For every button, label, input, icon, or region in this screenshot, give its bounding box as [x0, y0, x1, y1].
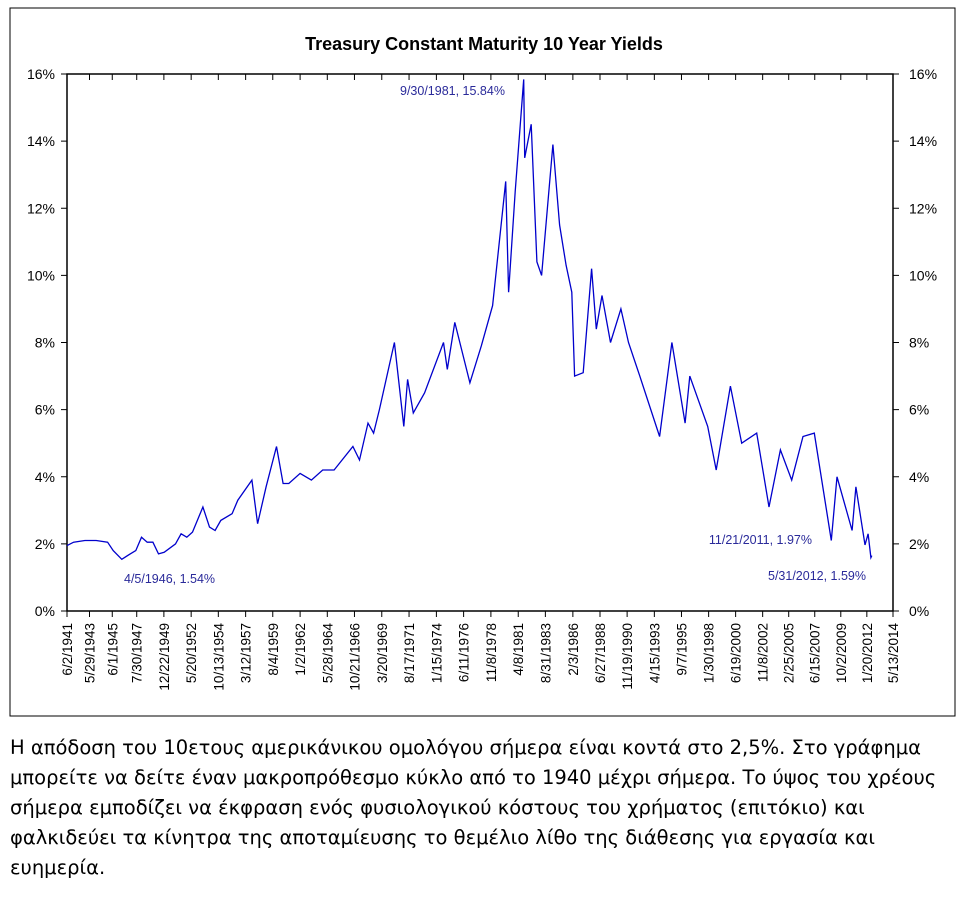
x-tick-label: 3/12/1957 — [239, 623, 254, 683]
caption-line: σήμερα εμποδίζει να έκφραση ενός φυσιολο… — [10, 796, 865, 819]
y2-tick-label: 14% — [909, 133, 937, 149]
y-tick-label: 12% — [27, 200, 55, 216]
caption-line: Η απόδοση του 10ετους αμερικάνικου ομολό… — [10, 736, 921, 759]
caption-line: ευημερία. — [10, 856, 106, 879]
x-tick-label: 8/4/1959 — [266, 623, 281, 676]
caption: Η απόδοση του 10ετους αμερικάνικου ομολό… — [10, 733, 960, 883]
x-tick-label: 10/21/1966 — [347, 623, 362, 691]
x-tick-label: 10/2/2009 — [834, 623, 849, 683]
annotation: 11/21/2011, 1.97% — [709, 533, 812, 547]
caption-line: φαλκιδεύει τα κίνητρα της αποταμίευσης τ… — [10, 826, 875, 849]
x-tick-label: 1/2/1962 — [293, 623, 308, 676]
y2-tick-label: 10% — [909, 267, 937, 283]
caption-line: μπορείτε να δείτε έναν μακροπρόθεσμο κύκ… — [10, 766, 937, 789]
y-tick-label: 16% — [27, 66, 55, 82]
x-tick-label: 6/27/1988 — [593, 623, 608, 683]
x-tick-label: 4/15/1993 — [647, 623, 662, 683]
y-tick-label: 8% — [35, 335, 55, 351]
x-tick-label: 6/19/2000 — [729, 623, 744, 683]
annotation: 4/5/1946, 1.54% — [124, 572, 215, 586]
x-tick-label: 11/8/1978 — [484, 623, 499, 682]
x-tick-label: 10/13/1954 — [211, 623, 226, 691]
y-tick-label: 6% — [35, 402, 55, 418]
y-tick-label: 2% — [35, 536, 55, 552]
x-tick-label: 5/29/1943 — [83, 623, 98, 683]
y2-tick-label: 0% — [909, 603, 929, 619]
x-tick-label: 6/11/1976 — [457, 623, 472, 682]
x-tick-label: 11/19/1990 — [620, 623, 635, 690]
x-tick-label: 6/1/1945 — [105, 623, 120, 676]
y2-tick-label: 6% — [909, 402, 929, 418]
x-tick-label: 8/31/1983 — [538, 623, 553, 683]
y2-tick-label: 8% — [909, 335, 929, 351]
x-tick-label: 12/22/1949 — [157, 623, 172, 691]
x-tick-label: 9/7/1995 — [674, 623, 689, 676]
annotation: 5/31/2012, 1.59% — [768, 569, 866, 583]
x-tick-label: 1/30/1998 — [702, 623, 717, 683]
annotation: 9/30/1981, 15.84% — [400, 84, 505, 98]
chart-frame — [9, 7, 956, 717]
y2-tick-label: 12% — [909, 200, 937, 216]
y2-tick-label: 4% — [909, 469, 929, 485]
x-tick-label: 6/15/2007 — [808, 623, 823, 683]
y-tick-label: 14% — [27, 133, 55, 149]
x-tick-label: 7/30/1947 — [130, 623, 145, 683]
y-tick-label: 10% — [27, 267, 55, 283]
y2-tick-label: 16% — [909, 66, 937, 82]
x-tick-label: 2/25/2005 — [782, 623, 797, 683]
x-tick-label: 5/20/1952 — [184, 623, 199, 683]
x-tick-label: 11/8/2002 — [756, 623, 771, 682]
x-tick-label: 1/15/1974 — [429, 623, 444, 684]
x-tick-label: 1/20/2012 — [860, 623, 875, 683]
x-tick-label: 5/28/1964 — [320, 623, 335, 684]
yield-line — [66, 79, 873, 561]
chart: Treasury Constant Maturity 10 Year Yield… — [9, 7, 956, 717]
x-tick-label: 2/3/1986 — [566, 623, 581, 676]
y2-tick-label: 2% — [909, 536, 929, 552]
y-tick-label: 4% — [35, 469, 55, 485]
x-tick-label: 6/2/1941 — [60, 623, 75, 676]
x-tick-label: 5/13/2014 — [886, 623, 901, 684]
x-tick-label: 3/20/1969 — [375, 623, 390, 683]
x-tick-label: 4/8/1981 — [511, 623, 526, 676]
y-tick-label: 0% — [35, 603, 55, 619]
chart-title: Treasury Constant Maturity 10 Year Yield… — [305, 34, 663, 54]
x-tick-label: 8/17/1971 — [402, 623, 417, 683]
